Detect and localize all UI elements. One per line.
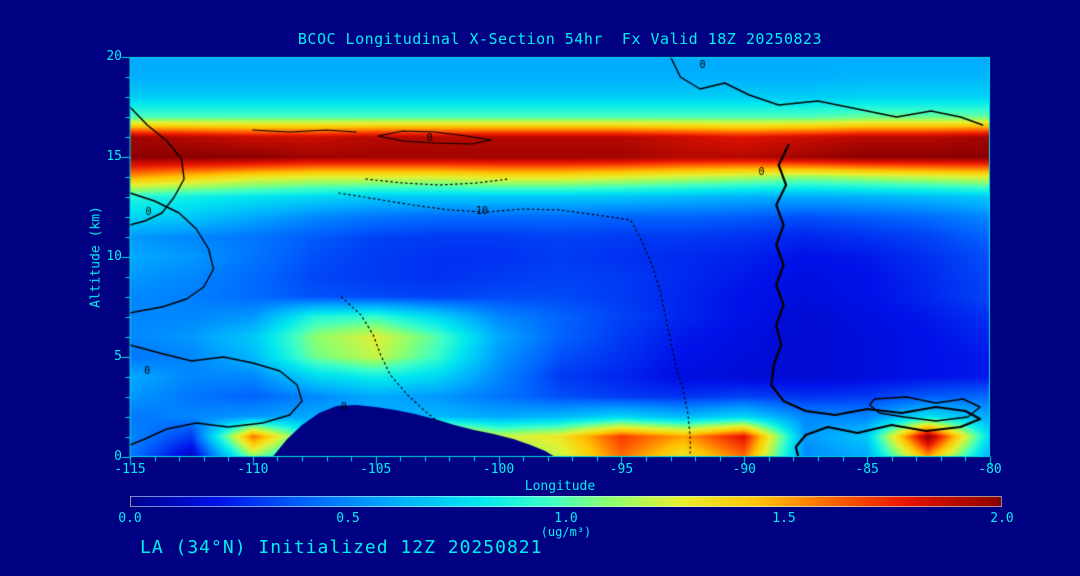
colorbar [130,496,1002,507]
y-axis-title: Altitude (km) [88,206,104,308]
init-caption: LA (34°N) Initialized 12Z 20250821 [140,537,543,558]
plot-title: BCOC Longitudinal X-Section 54hr Fx Vali… [297,30,823,48]
x-axis-title: Longitude [524,479,596,494]
colorbar-units-label: (ug/m³) [540,525,592,539]
